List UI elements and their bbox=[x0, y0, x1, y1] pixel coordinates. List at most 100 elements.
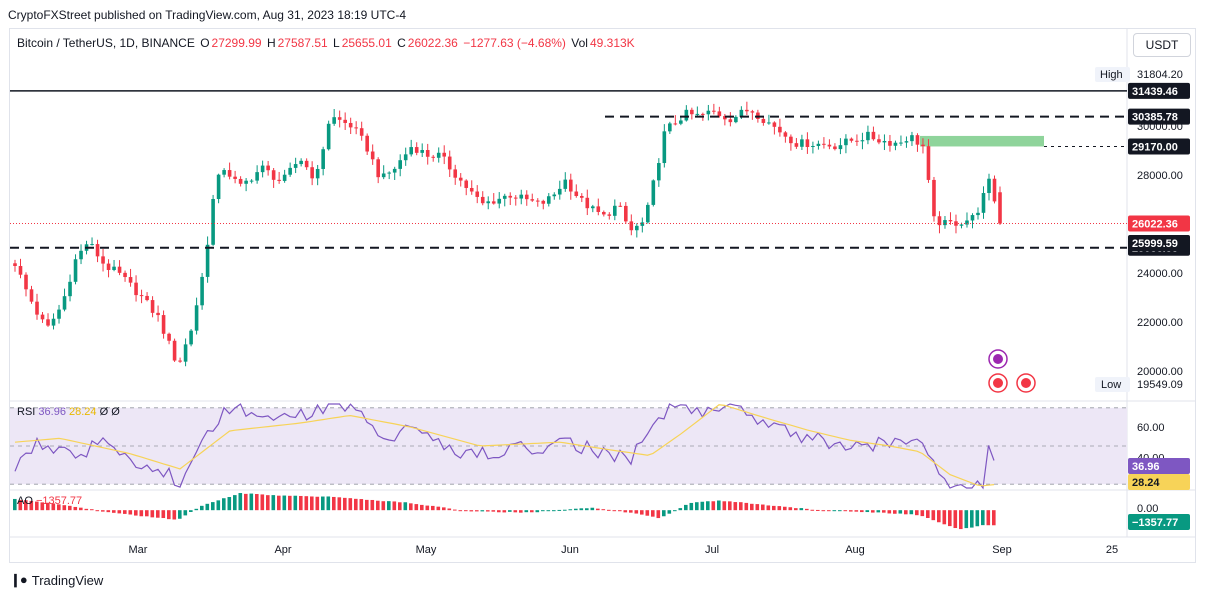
candle bbox=[629, 214, 634, 236]
candle bbox=[546, 193, 551, 207]
tradingview-logo[interactable]: ❙● TradingView bbox=[10, 572, 103, 588]
currency-button[interactable]: USDT bbox=[1133, 33, 1191, 57]
ao-bar bbox=[843, 510, 848, 512]
candle-body bbox=[877, 139, 881, 143]
price-tick-label: 20000.00 bbox=[1137, 366, 1183, 378]
candle bbox=[359, 121, 364, 141]
candle-body bbox=[998, 192, 1002, 224]
event-marker-dot-icon bbox=[1021, 378, 1031, 388]
candle-body bbox=[596, 206, 601, 212]
candle bbox=[662, 124, 667, 168]
candle bbox=[431, 154, 436, 162]
candle bbox=[123, 270, 127, 282]
candle bbox=[73, 254, 78, 285]
candle-body bbox=[57, 309, 61, 319]
candle-body bbox=[844, 138, 848, 146]
ao-bar bbox=[915, 510, 919, 516]
candle bbox=[860, 132, 865, 150]
candle-body bbox=[965, 220, 969, 225]
ao-bar bbox=[200, 505, 204, 511]
ao-bar bbox=[40, 502, 45, 511]
candle-body bbox=[376, 159, 380, 178]
candle bbox=[805, 132, 810, 154]
candle-body bbox=[205, 244, 210, 277]
candle bbox=[354, 121, 358, 135]
candle bbox=[266, 160, 270, 176]
rsi-name: RSI bbox=[17, 406, 36, 418]
ao-bar bbox=[640, 510, 644, 515]
candle-body bbox=[271, 170, 276, 180]
candle bbox=[513, 195, 518, 206]
ao-bar bbox=[469, 510, 474, 512]
candle bbox=[46, 313, 50, 327]
candle-body bbox=[293, 164, 298, 168]
candle bbox=[332, 109, 336, 126]
candle-body bbox=[392, 168, 397, 173]
time-axis: Mar Apr May Jun Jul Aug Sep 25 bbox=[129, 544, 1119, 556]
candle bbox=[183, 338, 188, 367]
candle-body bbox=[178, 360, 182, 362]
candle-body bbox=[189, 330, 193, 345]
prev-close-tag: 25999.59 bbox=[1128, 235, 1190, 251]
candle bbox=[706, 104, 711, 121]
candle bbox=[458, 173, 463, 187]
ao-bar bbox=[370, 499, 375, 511]
candle bbox=[838, 138, 843, 155]
candle-body bbox=[899, 142, 903, 144]
candle bbox=[937, 211, 942, 234]
candle bbox=[491, 193, 496, 205]
ao-bar bbox=[106, 510, 111, 513]
candle-body bbox=[145, 295, 149, 301]
rsi-band bbox=[10, 407, 1127, 485]
rsi-value: 36.96 bbox=[38, 406, 66, 418]
candle-body bbox=[101, 256, 105, 264]
candle bbox=[387, 171, 391, 180]
candle bbox=[761, 116, 766, 126]
candle bbox=[673, 115, 678, 126]
candle bbox=[926, 139, 931, 183]
ao-tick-label: 0.00 bbox=[1137, 503, 1158, 515]
ao-bar bbox=[337, 497, 342, 511]
candle-body bbox=[200, 276, 204, 306]
candle-body bbox=[112, 266, 116, 270]
candle-body bbox=[387, 172, 391, 174]
price-tick-label: 24000.00 bbox=[1137, 268, 1183, 280]
high-tag-label: High bbox=[1100, 69, 1123, 81]
ao-bar bbox=[304, 496, 309, 511]
ao-bar bbox=[95, 510, 100, 512]
candle-body bbox=[117, 266, 122, 273]
ao-bar bbox=[684, 504, 688, 511]
ao-bar bbox=[134, 510, 138, 516]
ao-bar bbox=[948, 510, 952, 527]
candle bbox=[640, 217, 645, 233]
ao-bar bbox=[596, 508, 600, 511]
candle bbox=[717, 106, 722, 118]
ao-bar bbox=[90, 509, 94, 511]
candle bbox=[816, 140, 821, 150]
high-label: H bbox=[266, 36, 276, 50]
ao-bar bbox=[381, 501, 386, 511]
candle-body bbox=[326, 123, 331, 150]
rsi-legend[interactable]: RSI 36.96 28.24 Ø Ø bbox=[17, 406, 120, 418]
candle-body bbox=[811, 145, 815, 148]
candle bbox=[601, 210, 606, 217]
ao-bar bbox=[376, 500, 380, 511]
low-tag-value: 19549.09 bbox=[1137, 379, 1183, 391]
current-price-tag-bg bbox=[1128, 215, 1190, 232]
rsi-ma-tag-bg bbox=[1128, 474, 1190, 490]
candle bbox=[337, 110, 342, 128]
candle-body bbox=[255, 172, 259, 181]
candle-body bbox=[442, 152, 447, 157]
ao-legend[interactable]: AO −1357.77 bbox=[17, 495, 82, 507]
ao-bar bbox=[541, 510, 545, 512]
candle bbox=[871, 126, 876, 141]
candle-body bbox=[497, 198, 502, 204]
candle bbox=[233, 170, 237, 184]
ao-bar bbox=[766, 505, 771, 511]
candle bbox=[194, 297, 199, 335]
candle bbox=[690, 107, 694, 120]
candle bbox=[271, 168, 276, 188]
rsi-line bbox=[14, 403, 995, 490]
candle-body bbox=[46, 319, 50, 326]
